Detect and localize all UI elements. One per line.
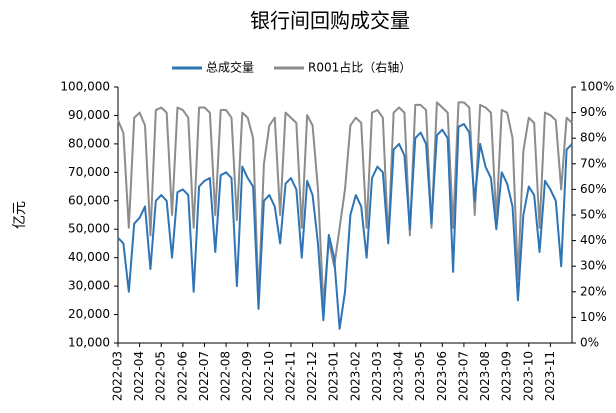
y2-tick-label: 50% [580, 208, 607, 222]
series-line [117, 122, 573, 330]
y2-tick-label: 60% [580, 182, 607, 196]
x-tick-label: 2022-09 [240, 351, 254, 401]
y2-tick-label: 30% [580, 259, 607, 273]
x-tick-label: 2022-04 [132, 351, 146, 401]
x-tick-label: 2023-10 [521, 351, 535, 401]
y-tick-label: 90,000 [68, 108, 110, 122]
y-axis-label: 亿元 [12, 201, 28, 229]
x-tick-label: 2022-11 [283, 351, 297, 401]
x-tick-label: 2023-11 [543, 351, 557, 401]
x-tick-label: 2023-06 [435, 351, 449, 401]
chart-title: 银行间回购成交量 [250, 9, 410, 33]
y2-tick-label: 90% [580, 105, 607, 119]
legend-label: 总成交量 [206, 60, 254, 75]
x-tick-label: 2022-12 [305, 351, 319, 401]
x-tick-label: 2023-01 [327, 351, 341, 401]
x-tick-label: 2023-07 [456, 351, 470, 401]
y-tick-label: 40,000 [68, 250, 110, 264]
series-line [117, 101, 573, 306]
y2-tick-label: 70% [580, 156, 607, 170]
x-tick-label: 2023-09 [500, 351, 514, 401]
y2-tick-label: 20% [580, 284, 607, 298]
y-tick-label: 60,000 [68, 193, 110, 207]
x-tick-label: 2023-03 [370, 351, 384, 401]
legend-label: R001占比（右轴） [308, 60, 411, 75]
y2-tick-label: 10% [580, 310, 607, 324]
y2-tick-label: 40% [580, 233, 607, 247]
y2-tick-label: 80% [580, 131, 607, 145]
y-tick-label: 20,000 [68, 307, 110, 321]
x-tick-label: 2023-04 [392, 351, 406, 401]
y-tick-label: 70,000 [68, 165, 110, 179]
y2-tick-label: 0% [580, 336, 599, 350]
y-tick-label: 10,000 [68, 336, 110, 350]
x-tick-label: 2022-08 [219, 351, 233, 401]
y-tick-label: 80,000 [68, 136, 110, 150]
x-tick-label: 2023-08 [478, 351, 492, 401]
y-tick-label: 30,000 [68, 279, 110, 293]
x-tick-label: 2022-10 [262, 351, 276, 401]
y2-tick-label: 100% [580, 80, 614, 94]
y-tick-label: 100,000 [60, 80, 110, 94]
x-tick-label: 2023-02 [348, 351, 362, 401]
x-tick-label: 2022-07 [197, 351, 211, 401]
x-tick-label: 2023-05 [413, 351, 427, 401]
x-tick-label: 2022-05 [154, 351, 168, 401]
x-tick-label: 2022-03 [111, 351, 125, 401]
y-tick-label: 50,000 [68, 222, 110, 236]
x-tick-label: 2022-06 [175, 351, 189, 401]
